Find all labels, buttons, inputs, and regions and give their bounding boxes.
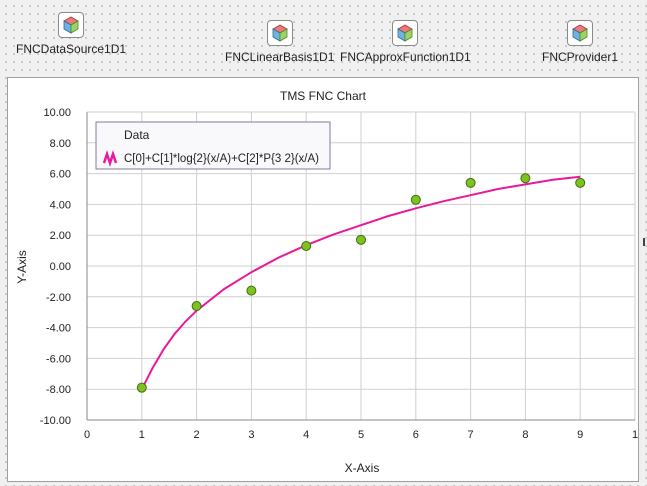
legend[interactable]: Data C[0]+C[1]*log{2}(x/A)+C[2]*P{3 2}(x… xyxy=(95,121,331,170)
x-tick-label: 3 xyxy=(248,429,254,441)
component-label: FNCDataSource1D1 xyxy=(16,42,127,56)
legend-title: Data xyxy=(124,128,150,142)
y-tick-label: 4.00 xyxy=(50,199,71,211)
curve-layer xyxy=(140,175,581,390)
y-tick-label: -6.00 xyxy=(46,353,71,365)
x-tick-label: 9 xyxy=(577,429,583,441)
legend-box xyxy=(95,121,331,170)
component-label: FNCLinearBasis1D1 xyxy=(225,50,335,64)
legend-series-label: C[0]+C[1]*log{2}(x/A)+C[2]*P{3 2}(x/A) xyxy=(124,153,319,165)
resize-handle[interactable] xyxy=(643,238,645,246)
x-tick-label: 2 xyxy=(194,429,200,441)
data-point xyxy=(520,173,531,184)
y-tick-label: 8.00 xyxy=(50,138,71,150)
y-tick-label: -8.00 xyxy=(46,384,71,396)
fnc-component-icon xyxy=(567,20,594,46)
x-tick-label: 5 xyxy=(358,429,364,441)
y-tick-label: -10.00 xyxy=(40,415,71,427)
component-datasource[interactable]: FNCDataSource1D1 xyxy=(16,12,126,56)
fitted-curve-line xyxy=(140,175,581,390)
data-point xyxy=(301,240,312,251)
chart-panel[interactable]: 0 1 2 3 4 5 6 7 8 9 1 10.00 8.00 6.00 4.00 2.00 0.00 -2.0… xyxy=(7,77,639,482)
x-tick-label: 0 xyxy=(84,429,90,441)
y-tick-label: 10.00 xyxy=(43,107,71,119)
component-linear-basis[interactable]: FNCLinearBasis1D1 xyxy=(225,20,334,64)
data-point xyxy=(410,194,421,205)
y-tick-label: -2.00 xyxy=(46,292,71,304)
x-tick-label: 8 xyxy=(522,429,528,441)
data-point xyxy=(465,177,476,188)
legend-swatch-icon xyxy=(102,150,118,167)
component-label: FNCApproxFunction1D1 xyxy=(340,50,471,64)
chart-title: TMS FNC Chart xyxy=(280,89,367,103)
component-provider[interactable]: FNCProvider1 xyxy=(542,20,618,64)
y-tick-label: 0.00 xyxy=(50,261,71,273)
chart-svg: 0 1 2 3 4 5 6 7 8 9 1 10.00 8.00 6.00 4.00 2.00 0.00 -2.0… xyxy=(15,89,638,475)
component-label: FNCProvider1 xyxy=(542,50,619,64)
x-tick-label: 6 xyxy=(413,429,419,441)
data-point xyxy=(191,301,202,312)
data-point xyxy=(136,382,147,393)
data-point xyxy=(356,234,366,245)
fnc-component-icon xyxy=(392,20,419,46)
points-layer xyxy=(136,173,586,393)
x-tick-label: 7 xyxy=(468,429,474,441)
fnc-component-icon xyxy=(266,20,293,46)
x-tick-label: 1 xyxy=(139,429,145,441)
y-axis-label: Y-Axis xyxy=(15,250,29,284)
y-tick-label: -4.00 xyxy=(46,323,71,335)
component-approx-function[interactable]: FNCApproxFunction1D1 xyxy=(340,20,471,64)
data-point xyxy=(575,177,586,188)
x-axis-label: X-Axis xyxy=(345,461,380,475)
tick-labels: 0 1 2 3 4 5 6 7 8 9 1 10.00 8.00 6.00 4.00 2.00 0.00 -2.0… xyxy=(40,107,638,441)
y-tick-label: 6.00 xyxy=(50,169,71,181)
x-tick-label: 1 xyxy=(632,429,638,441)
y-tick-label: 2.00 xyxy=(50,230,71,242)
data-point xyxy=(246,285,257,296)
fnc-component-icon xyxy=(58,12,85,38)
x-tick-label: 4 xyxy=(303,429,309,441)
